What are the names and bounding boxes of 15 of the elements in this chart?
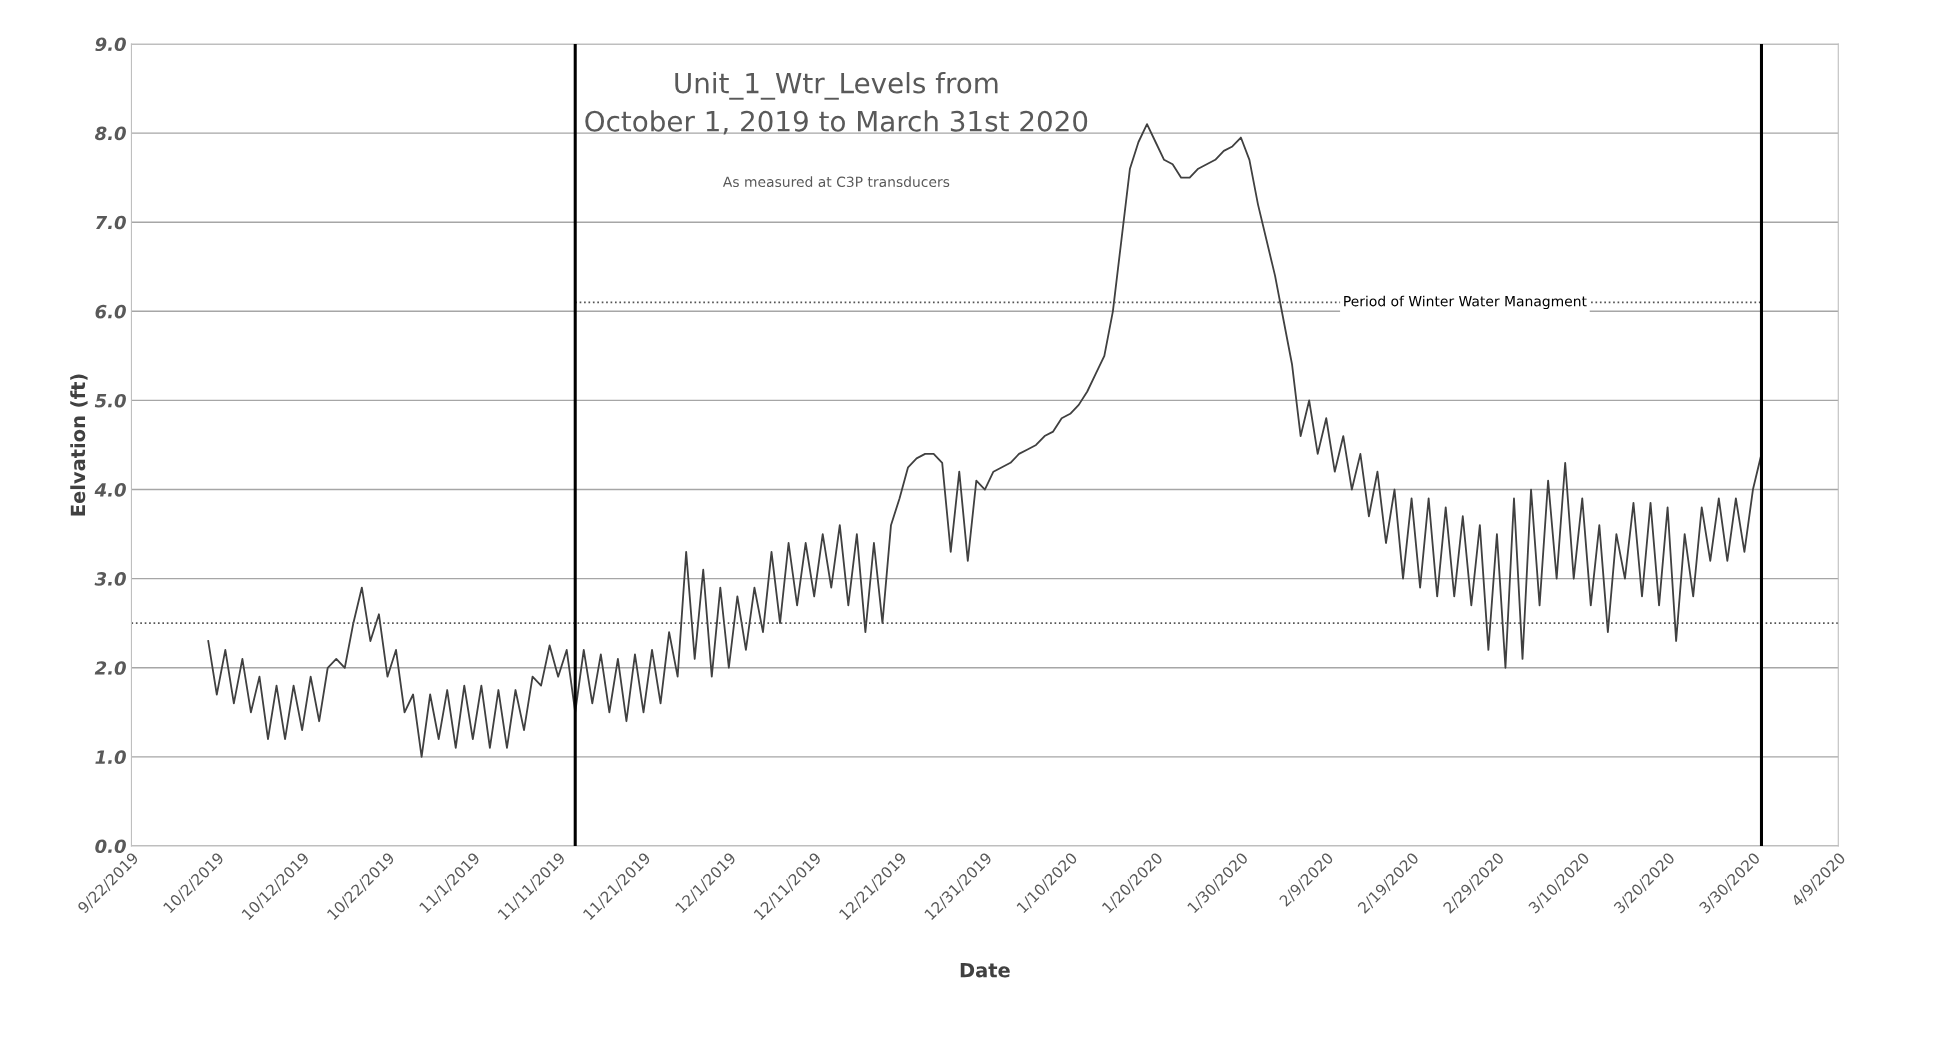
y-tick-label: 1.0 xyxy=(95,750,126,764)
y-axis-title: Eelvation (ft) xyxy=(70,374,88,516)
y-tick-label: 2.0 xyxy=(94,661,126,675)
y-tick-label: 8.0 xyxy=(95,126,126,141)
y-tick-label: 0.0 xyxy=(95,839,126,854)
text: Unit_1_Wtr_Levels from October 1, 2019 to March 31st 2020 xyxy=(585,72,1088,135)
y-tick-label: 9.0 xyxy=(95,37,126,52)
text: As measured at C3P transducers xyxy=(722,176,950,188)
ref-line-label: Period of Winter Water Managment xyxy=(1344,295,1587,310)
x-axis-title: Date xyxy=(960,963,1010,978)
y-tick-label: 3.0 xyxy=(94,572,126,586)
y-tick-label: 5.0 xyxy=(94,393,126,408)
y-tick-label: 4.0 xyxy=(94,482,126,497)
y-tick-label: 7.0 xyxy=(96,215,126,230)
y-tick-label: 6.0 xyxy=(95,304,126,319)
